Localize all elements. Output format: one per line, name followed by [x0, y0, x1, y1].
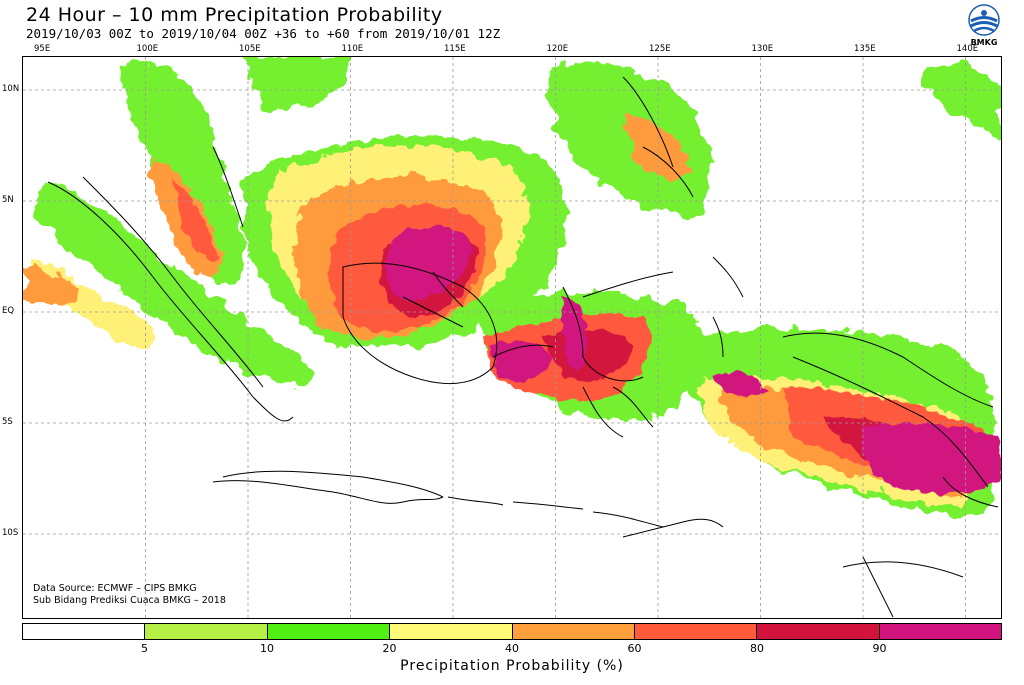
legend-color-segment — [267, 624, 391, 639]
lon-tick-label: 115E — [444, 44, 466, 54]
lon-tick-label: 110E — [341, 44, 364, 54]
legend-color-segment — [390, 624, 513, 639]
lon-tick-label: 125E — [649, 44, 671, 54]
credit-line: Sub Bidang Prediksi Cuaca BMKG – 2018 — [33, 595, 226, 606]
legend-tick-label: 80 — [750, 642, 764, 655]
map-canvas — [23, 57, 1001, 618]
lat-tick-label: 5S — [2, 417, 13, 427]
lon-tick-label: 105E — [239, 44, 261, 54]
legend-color-segment — [879, 624, 1001, 639]
legend-title: Precipitation Probability (%) — [400, 658, 624, 674]
legend-color-segment — [145, 624, 268, 639]
data-source-note: Data Source: ECMWF – CIPS BMKG Sub Bidan… — [33, 583, 226, 607]
lon-tick-label: 130E — [751, 44, 774, 54]
legend-tick-label: 60 — [627, 642, 642, 655]
legend-tick-label: 5 — [141, 642, 148, 655]
lon-tick-label: 135E — [854, 44, 876, 54]
legend-tick-label: 90 — [872, 642, 887, 655]
legend-color-segment — [757, 624, 880, 639]
lat-tick-label: 10S — [2, 528, 19, 538]
legend-tick-label: 20 — [382, 642, 397, 655]
legend-tick-label: 40 — [505, 642, 519, 655]
lon-tick-label: 95E — [34, 44, 51, 54]
bmkg-logo-icon — [968, 4, 1000, 36]
map-subtitle: 2019/10/03 00Z to 2019/10/04 00Z +36 to … — [26, 26, 501, 41]
lon-tick-label: 100E — [136, 44, 159, 54]
legend-color-segment — [634, 624, 758, 639]
legend-color-segment — [512, 624, 635, 639]
legend-colorbar — [22, 623, 1002, 640]
bmkg-logo-text: BMKG — [970, 38, 998, 47]
coastlines — [47, 76, 999, 618]
lon-tick-label: 120E — [546, 44, 569, 54]
lat-tick-label: 5N — [2, 195, 14, 205]
map-title: 24 Hour – 10 mm Precipitation Probabilit… — [26, 4, 443, 26]
bmkg-logo: BMKG — [966, 4, 1002, 48]
legend-tick-label: 10 — [260, 642, 274, 655]
probability-field-magenta — [385, 226, 1001, 494]
lat-tick-label: EQ — [2, 306, 15, 316]
precipitation-map — [22, 56, 1002, 619]
lat-tick-label: 10N — [2, 84, 20, 94]
data-source-line: Data Source: ECMWF – CIPS BMKG — [33, 583, 197, 594]
legend-color-segment — [23, 624, 146, 639]
lon-tick-label: 140E — [956, 44, 979, 54]
map-grid — [23, 57, 1001, 618]
